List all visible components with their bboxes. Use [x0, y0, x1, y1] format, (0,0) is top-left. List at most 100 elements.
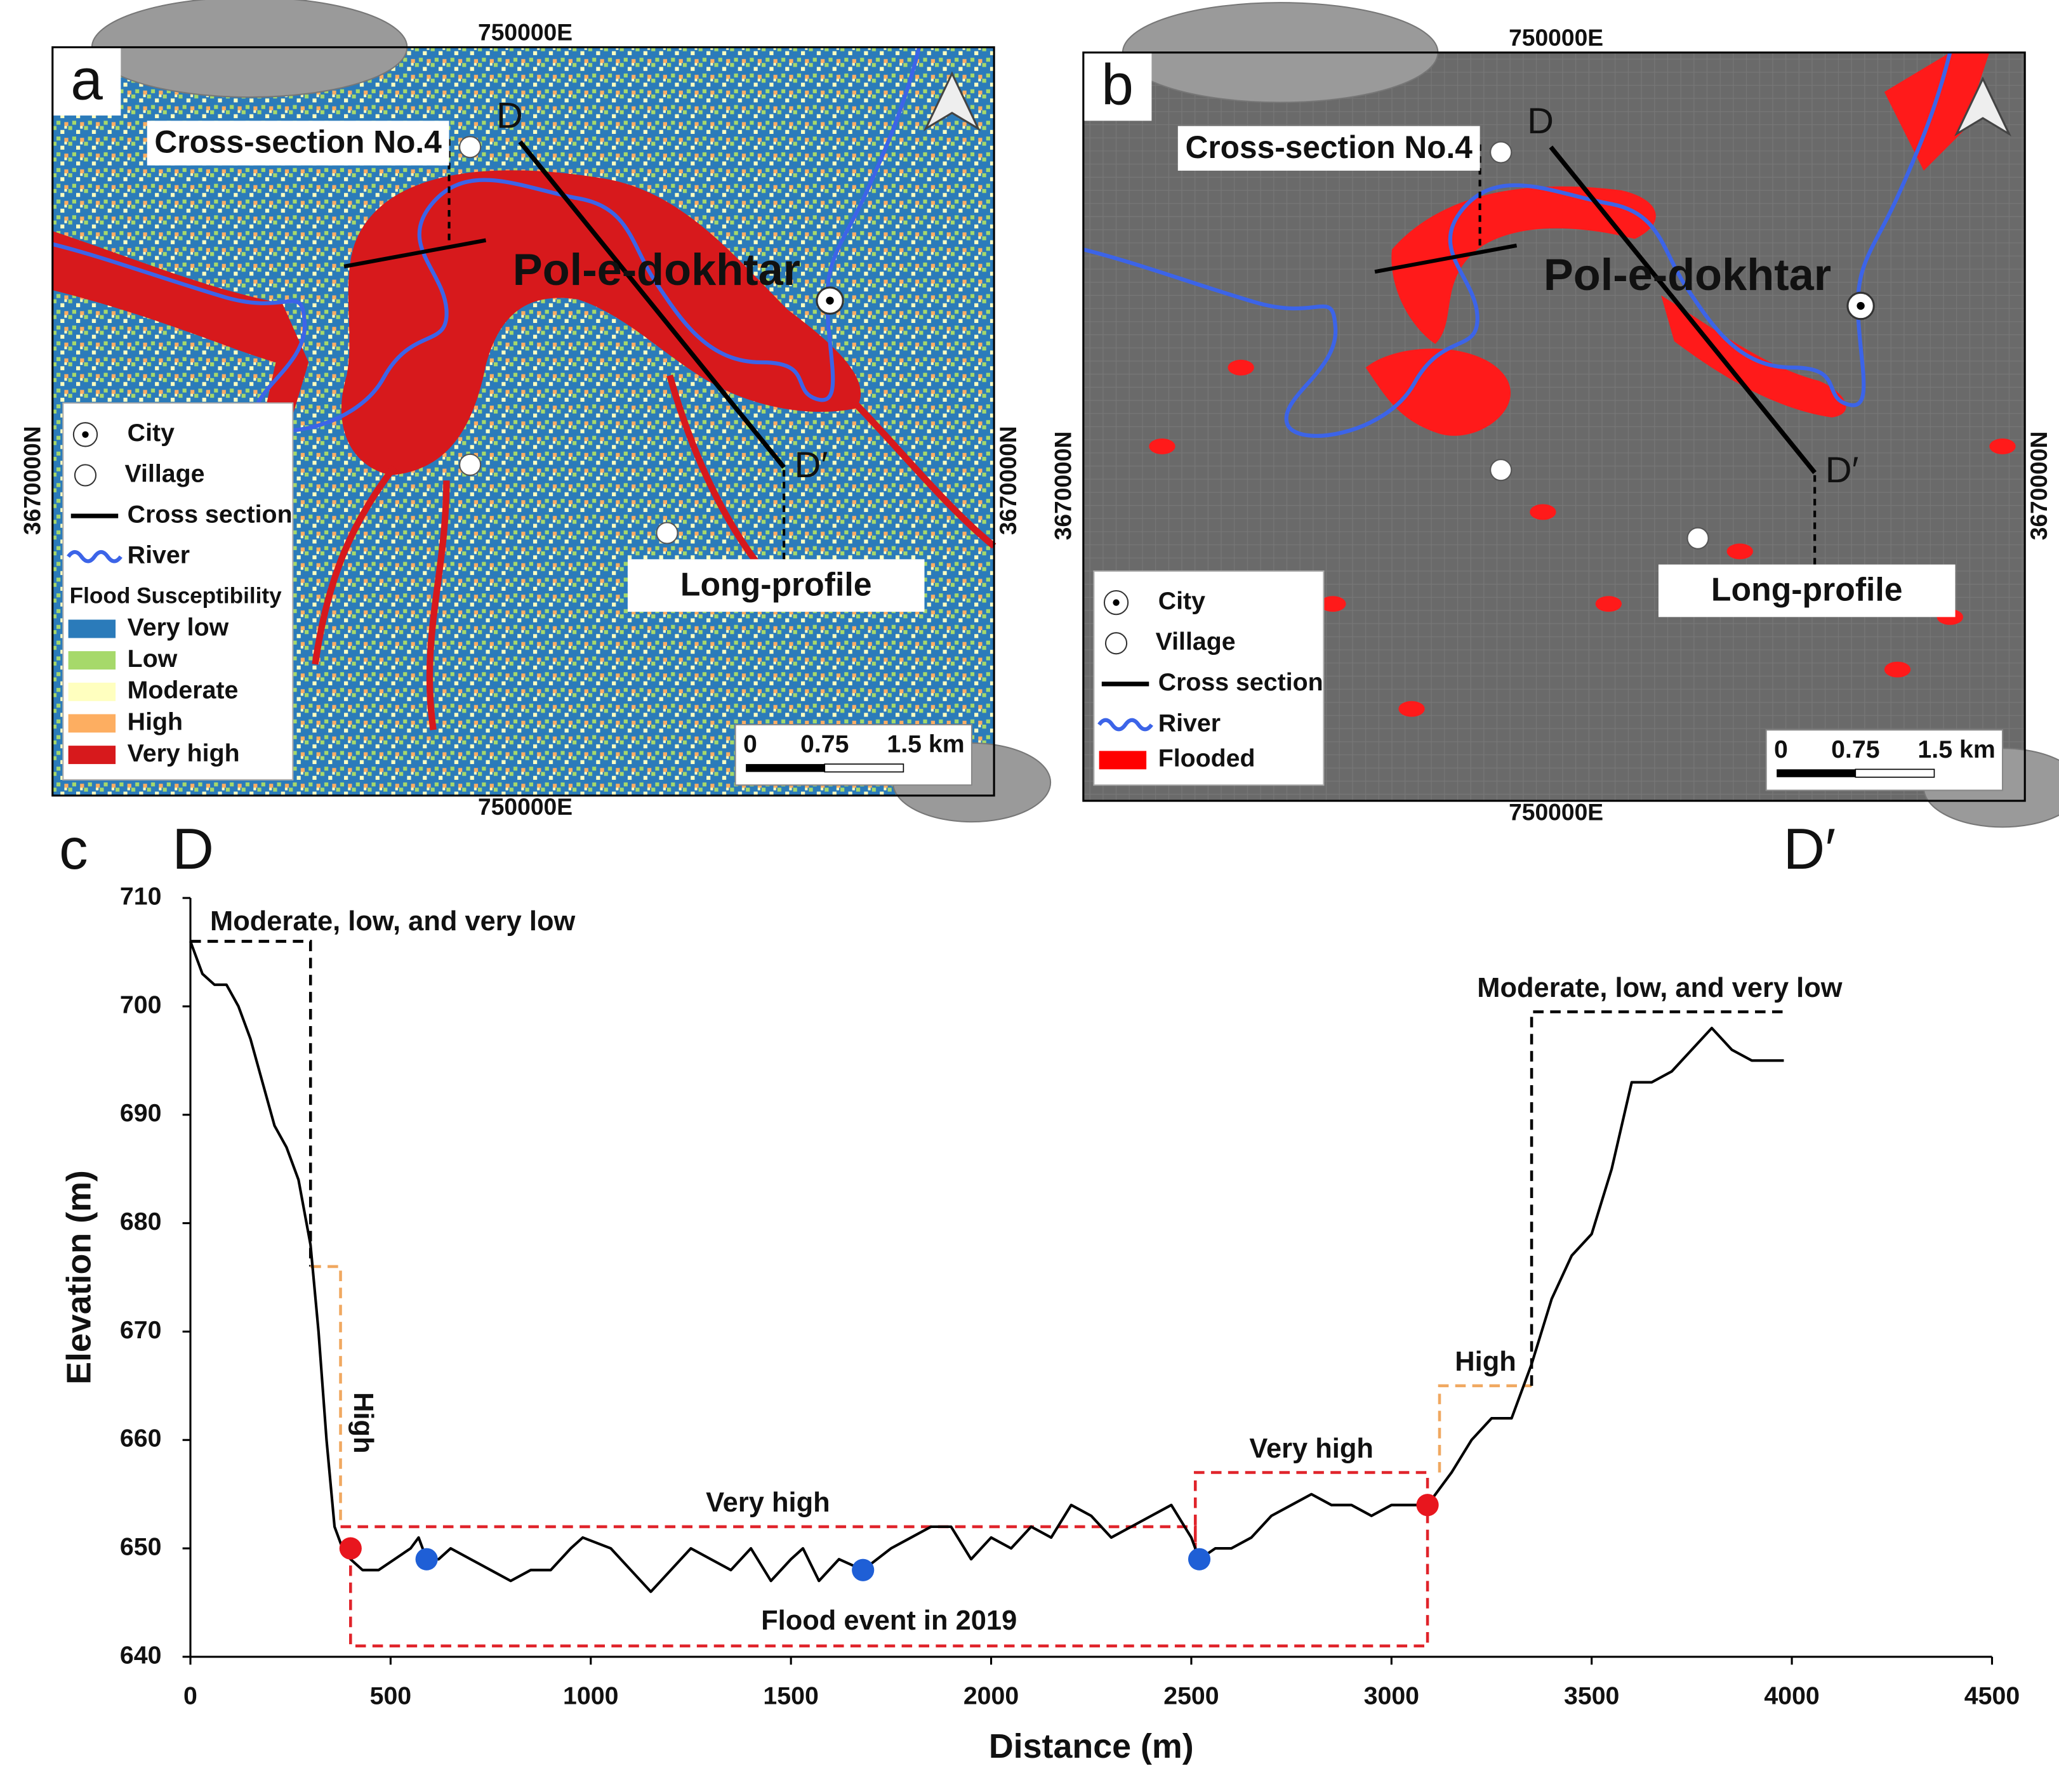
x-tick-label: 4000 [1764, 1682, 1819, 1710]
legend-swatch [68, 714, 116, 733]
label-box [1658, 564, 1956, 617]
cross-section-line [343, 238, 487, 269]
town-label: Pol-e-dokhtar [513, 244, 800, 294]
zone-outline [1530, 1010, 1788, 1386]
y-axis-title: Elevation (m) [60, 1170, 98, 1385]
x-axis-title: Distance (m) [989, 1727, 1194, 1765]
legend-box [1093, 570, 1325, 786]
long-profile-label: Long-profile [1711, 571, 1903, 608]
x-tick-label: 1000 [563, 1682, 618, 1710]
north-arrow [923, 71, 981, 131]
panel-letter: a [70, 48, 103, 112]
profile-marker [852, 1558, 875, 1581]
zone-outline [1438, 1384, 1532, 1473]
scale-label: 0 [1774, 735, 1788, 763]
scale-label: 0.75 [1831, 735, 1879, 763]
scale-label: 1.5 km [887, 730, 964, 758]
flood-area [52, 231, 309, 428]
scale-label: 0.75 [800, 730, 849, 758]
zone-outline [340, 1525, 1197, 1560]
legend-label: Very high [128, 739, 240, 767]
legend-swatch [68, 619, 116, 638]
legend-label: City [128, 419, 175, 447]
map-frame [1082, 51, 2026, 802]
x-tick-label: 2500 [1163, 1682, 1219, 1710]
y-tick-label: 700 [120, 991, 162, 1018]
x-tick-label: 1500 [763, 1682, 818, 1710]
legend-label: Village [1156, 628, 1236, 656]
coord-label: 750000E [1509, 24, 1603, 51]
zone-outline [1193, 1471, 1429, 1560]
zone-label: Very high [1249, 1433, 1374, 1464]
label-box [627, 559, 925, 612]
flood-patch [1726, 543, 1753, 560]
village [656, 522, 679, 544]
x-tick-label: 3000 [1364, 1682, 1419, 1710]
point-label: D [496, 95, 523, 136]
y-tick-label: 640 [120, 1641, 162, 1669]
flood-patch [1595, 596, 1622, 612]
y-tick-label: 680 [120, 1208, 162, 1235]
zone-outline [190, 940, 312, 1267]
label-box [1177, 126, 1480, 171]
profile-marker [1416, 1494, 1439, 1517]
legend-label: River [1158, 709, 1221, 737]
village [1490, 459, 1513, 482]
zone-label: Flood event in 2019 [761, 1605, 1017, 1636]
legend-label: River [128, 541, 190, 569]
x-tick-label: 0 [183, 1682, 197, 1710]
coord-label: 3670000N [1050, 432, 1076, 541]
flood-area [1365, 348, 1511, 436]
letter-box [52, 47, 121, 116]
flood-area [1661, 295, 1846, 418]
legend-swatch [68, 651, 116, 670]
legend-river [67, 550, 122, 563]
map-panel: Cross-section No.4 D D′ Pol-e-dokhtar Long-p… [19, 0, 1052, 823]
x-tick-label: 4500 [1964, 1682, 2020, 1710]
flood-patch [1320, 596, 1346, 612]
legend-village [1104, 632, 1128, 655]
flood-patch [1228, 359, 1254, 376]
point-label: D [1527, 101, 1554, 142]
x-tick-label: 3500 [1564, 1682, 1619, 1710]
flood-patch [1149, 438, 1175, 454]
cross-section-label: Cross-section No.4 [1186, 129, 1473, 165]
legend-label: Very low [128, 613, 229, 641]
scale-label: 1.5 km [1917, 735, 1995, 763]
coord-label: 750000E [478, 793, 573, 820]
profile-marker [415, 1548, 438, 1571]
scale-bar [1777, 769, 1856, 777]
panel-letter: c [59, 817, 88, 881]
profile-line [518, 140, 786, 469]
scale-box [1765, 729, 2004, 791]
x-tick-label: 2000 [963, 1682, 1019, 1710]
hillshade [91, 0, 408, 98]
legend-city-dot [82, 431, 89, 438]
profile-end-label: D [172, 817, 214, 881]
panel-letter: b [1101, 53, 1134, 117]
y-tick-label: 710 [120, 882, 162, 910]
zone-outline [349, 1505, 1429, 1648]
flood-patch [1530, 504, 1556, 520]
legend-label: Cross section [1158, 668, 1323, 696]
legend-label: Moderate [128, 676, 239, 704]
y-tick-label: 650 [120, 1532, 162, 1560]
legend-label: High [128, 708, 183, 735]
scale-box [734, 723, 973, 786]
village [459, 136, 482, 159]
point-label: D′ [1825, 450, 1859, 491]
village [1686, 527, 1709, 550]
zone-label: High [1455, 1347, 1516, 1377]
flood-patch [1989, 438, 2016, 454]
coord-label: 750000E [1509, 799, 1603, 826]
coord-label: 3670000N [995, 426, 1021, 535]
label-box [147, 121, 449, 166]
y-tick-label: 690 [120, 1099, 162, 1127]
legend-swatch [68, 746, 116, 765]
legend-city-dot [1113, 599, 1120, 606]
flood-area [341, 170, 861, 475]
river [1083, 52, 1952, 438]
legend-swatch [1099, 751, 1147, 770]
cross-section-label: Cross-section No.4 [154, 124, 442, 160]
zone-label: High [348, 1392, 378, 1454]
